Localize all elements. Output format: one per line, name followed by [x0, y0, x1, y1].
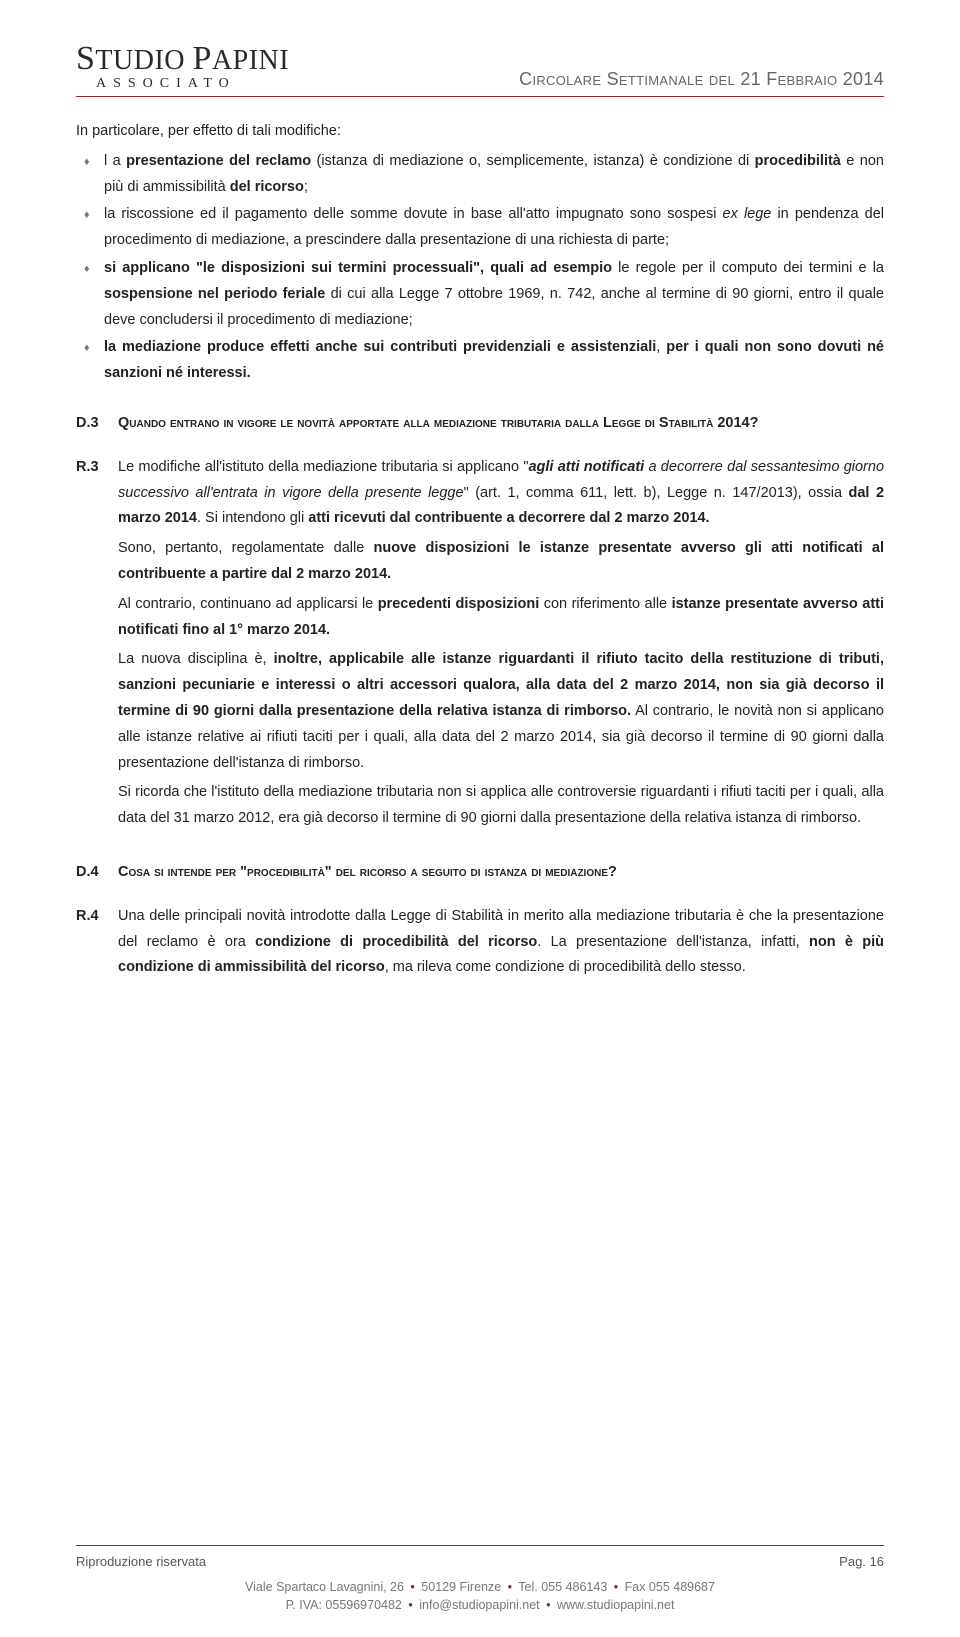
bullet-item: la riscossione ed il pagamento delle som… — [76, 202, 884, 254]
intro-text: In particolare, per effetto di tali modi… — [76, 119, 884, 145]
answer-paragraph: Una delle principali novità introdotte d… — [118, 904, 884, 981]
answer-paragraph: Le modifiche all'istituto della mediazio… — [118, 455, 884, 532]
document-title: Circolare Settimanale del 21 Febbraio 20… — [519, 69, 884, 92]
footer-contacts: P. IVA: 05596970482 • info@studiopapini.… — [76, 1596, 884, 1615]
logo-main: STUDIO PAPINI — [76, 40, 289, 78]
answer-paragraph: La nuova disciplina è, inoltre, applicab… — [118, 647, 884, 776]
footer-repro-row: Riproduzione riservata Pag. 16 — [76, 1552, 884, 1572]
page-footer: Riproduzione riservata Pag. 16 Viale Spa… — [76, 1545, 884, 1615]
answer-text: Le modifiche all'istituto della mediazio… — [118, 455, 884, 836]
bullet-item: si applicano "le disposizioni sui termin… — [76, 256, 884, 333]
qa-block: D.3 Quando entrano in vigore le novità ap… — [76, 411, 884, 836]
page: STUDIO PAPINI ASSOCIATO Circolare Settim… — [0, 0, 960, 1637]
bullet-item: la mediazione produce effetti anche sui … — [76, 335, 884, 387]
question-row: D.3 Quando entrano in vigore le novità ap… — [76, 411, 884, 437]
logo-sub: ASSOCIATO — [96, 76, 236, 92]
bullet-list: l a presentazione del reclamo (istanza d… — [76, 149, 884, 387]
footer-page-number: Pag. 16 — [839, 1552, 884, 1572]
answer-row: R.4 Una delle principali novità introdott… — [76, 904, 884, 985]
footer-address: Viale Spartaco Lavagnini, 26 • 50129 Fir… — [76, 1578, 884, 1597]
question-text: Quando entrano in vigore le novità appor… — [118, 411, 758, 436]
answer-paragraph: Sono, pertanto, regolamentate dalle nuov… — [118, 536, 884, 588]
answer-paragraph: Al contrario, continuano ad applicarsi l… — [118, 592, 884, 644]
question-text: Cosa si intende per "procedibilità" del … — [118, 860, 617, 885]
question-row: D.4 Cosa si intende per "procedibilità" d… — [76, 860, 884, 886]
answer-row: R.3 Le modifiche all'istituto della media… — [76, 455, 884, 836]
answer-text: Una delle principali novità introdotte d… — [118, 904, 884, 985]
qa-block: D.4 Cosa si intende per "procedibilità" d… — [76, 860, 884, 985]
page-header: STUDIO PAPINI ASSOCIATO Circolare Settim… — [76, 40, 884, 97]
bullet-item: l a presentazione del reclamo (istanza d… — [76, 149, 884, 201]
answer-paragraph: Si ricorda che l'istituto della mediazio… — [118, 780, 884, 832]
question-label: D.4 — [76, 860, 106, 886]
footer-repro: Riproduzione riservata — [76, 1552, 206, 1572]
logo: STUDIO PAPINI ASSOCIATO — [76, 40, 289, 92]
answer-label: R.3 — [76, 455, 106, 481]
body: In particolare, per effetto di tali modi… — [76, 119, 884, 985]
question-label: D.3 — [76, 411, 106, 437]
answer-label: R.4 — [76, 904, 106, 930]
